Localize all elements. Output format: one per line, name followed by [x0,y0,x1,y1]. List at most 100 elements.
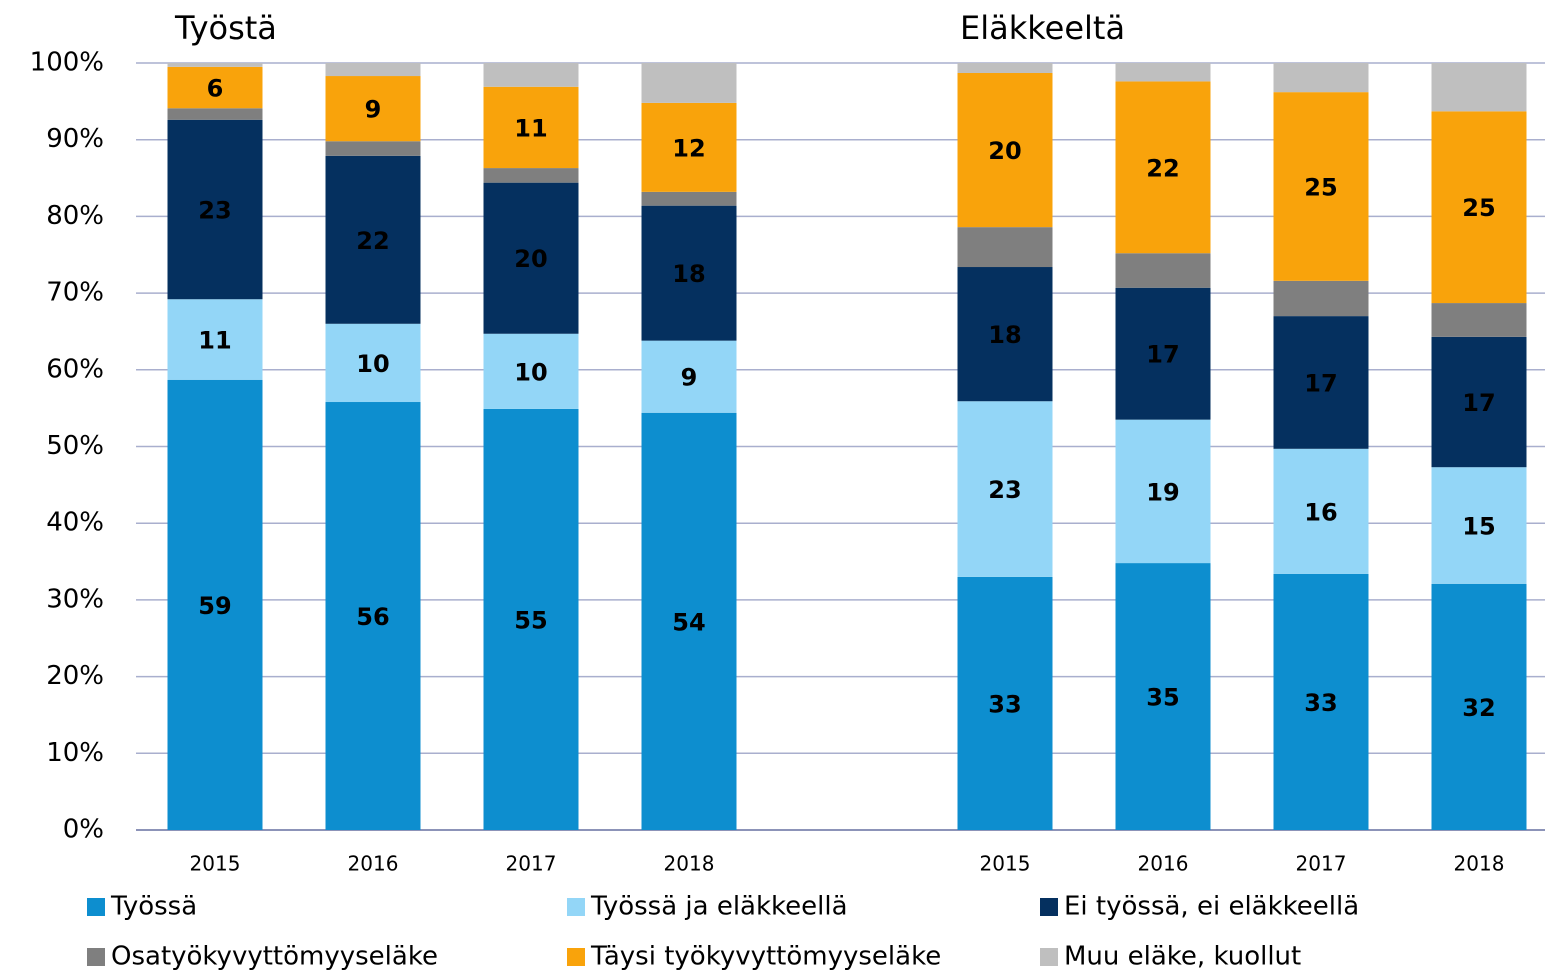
x-tick-label: 2015 [980,852,1031,876]
bar-segment [1115,419,1211,564]
x-tick-label: 2016 [348,852,399,876]
bar-segment [1431,467,1527,584]
bar-segment [483,182,579,334]
x-tick-label: 2018 [1454,852,1505,876]
data-label: 20 [988,137,1021,165]
data-label: 10 [514,358,547,386]
data-label: 10 [356,350,389,378]
bar-segment [325,323,421,403]
bar-segment [957,576,1053,830]
y-tick-label: 60% [46,354,104,384]
data-label: 55 [514,606,547,634]
bar-segment [641,63,737,103]
bar-segment [1431,336,1527,468]
data-label: 16 [1304,498,1337,526]
y-tick-label: 0% [63,815,104,845]
bar-segment [483,63,579,87]
x-tick-label: 2015 [190,852,241,876]
legend-label: Työssä ja eläkkeellä [590,892,848,922]
bar-segment [483,333,579,409]
bar-segment [1431,111,1527,304]
y-tick-label: 30% [46,584,104,614]
bar-segment [641,102,737,192]
bar-segment [483,408,579,830]
legend-swatch [567,948,585,966]
data-label: 35 [1146,684,1179,712]
bar-segment [167,66,263,109]
data-label: 20 [514,245,547,273]
bar-segment [1115,287,1211,420]
data-label: 11 [514,114,547,142]
data-label: 23 [988,476,1021,504]
legend-label: Muu eläke, kuollut [1064,942,1301,972]
bar-segment [325,155,421,324]
bar-segment [167,379,263,830]
bar-segment [1115,253,1211,288]
data-label: 33 [988,690,1021,718]
bar-segment [1273,316,1369,449]
bar-segment [483,168,579,183]
legend-label: Ei työssä, ei eläkkeellä [1064,892,1359,922]
x-tick-label: 2017 [1296,852,1347,876]
bar-segment [957,267,1053,402]
legend-swatch [1040,948,1058,966]
bar-segment [325,141,421,156]
x-tick-label: 2018 [664,852,715,876]
bar-segment [1115,63,1211,82]
bar-segment [325,76,421,142]
bar-segment [1115,81,1211,254]
bar-segment [641,412,737,830]
y-tick-label: 40% [46,508,104,538]
y-tick-label: 10% [46,738,104,768]
legend-swatch [87,898,105,916]
data-label: 19 [1146,478,1179,506]
legend-swatch [1040,898,1058,916]
bar-segment [641,191,737,206]
y-tick-label: 50% [46,431,104,461]
data-label: 25 [1304,173,1337,201]
bar-segment [641,205,737,341]
x-tick-label: 2017 [506,852,557,876]
data-label: 11 [198,327,231,355]
bar-segment [483,86,579,169]
data-label: 22 [1146,154,1179,182]
y-tick-label: 90% [46,124,104,154]
bar-segment [1273,280,1369,317]
data-label: 9 [365,96,382,124]
bar-segment [1273,448,1369,574]
y-tick-label: 80% [46,201,104,231]
data-label: 15 [1462,513,1495,541]
bar-segment [957,401,1053,577]
y-tick-label: 70% [46,278,104,308]
legend-label: Osatyökyvyttömyyseläke [111,942,438,972]
bar-segment [641,340,737,413]
y-tick-label: 100% [30,48,104,78]
data-label: 25 [1462,194,1495,222]
data-label: 18 [988,321,1021,349]
bar-segment [1431,583,1527,830]
bar-segment [1431,303,1527,337]
data-label: 12 [672,134,705,162]
bar-segment [167,119,263,300]
bar-segment [957,63,1053,73]
data-label: 17 [1462,389,1495,417]
bar-segment [167,108,263,120]
data-label: 32 [1462,694,1495,722]
bar-segment [167,299,263,380]
data-label: 18 [672,260,705,288]
data-label: 17 [1304,369,1337,397]
bar-segment [1273,92,1369,281]
bar-segment [1273,63,1369,93]
bar-segment [1115,563,1211,830]
bar-segment [957,227,1053,268]
bar-segment [325,63,421,77]
legend-swatch [567,898,585,916]
group-title: Työstä [174,9,277,47]
legend-label: Täysi työkyvyttömyyseläke [590,942,941,972]
x-tick-label: 2016 [1138,852,1189,876]
bar-segment [1431,63,1527,112]
bar-segment [957,72,1053,228]
data-label: 33 [1304,689,1337,717]
data-label: 56 [356,603,389,631]
